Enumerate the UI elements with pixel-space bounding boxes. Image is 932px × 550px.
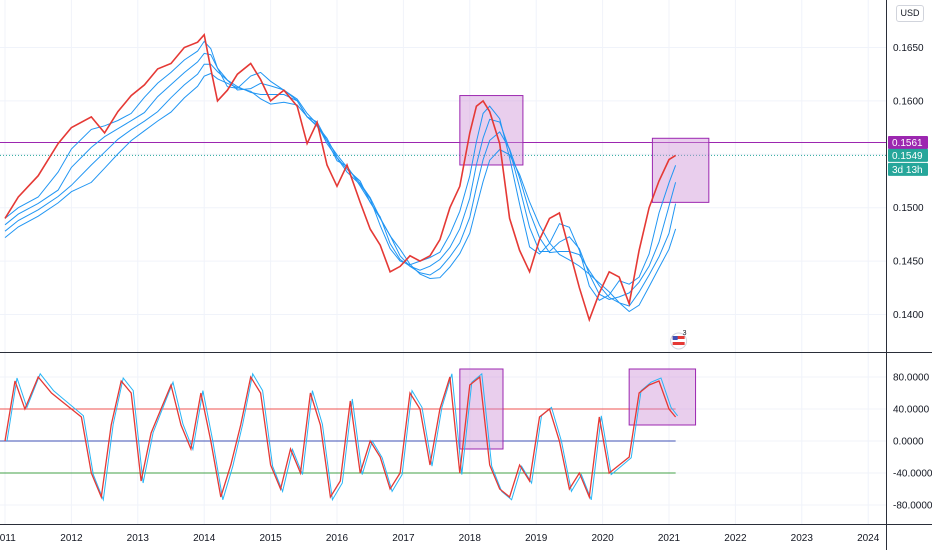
moving-average-line bbox=[5, 53, 676, 299]
time-tick-label: 2016 bbox=[326, 533, 349, 544]
price-tick-label: 0.1600 bbox=[893, 96, 924, 107]
flag-canton bbox=[673, 336, 678, 340]
highlight-rectangle[interactable] bbox=[460, 96, 523, 165]
price-tag-label: 0.1561 bbox=[892, 138, 923, 149]
time-tick-label: 2020 bbox=[591, 533, 614, 544]
time-tick-label: 2015 bbox=[259, 533, 282, 544]
oscillator-tick-label: -40.0000 bbox=[893, 469, 932, 480]
oscillator-pane[interactable] bbox=[0, 369, 696, 500]
oscillator-tick-label: 40.0000 bbox=[893, 405, 930, 416]
moving-average-line bbox=[5, 74, 676, 312]
price-tick-label: 0.1500 bbox=[893, 203, 924, 214]
price-tag-label: 3d 13h bbox=[892, 165, 923, 176]
time-axis[interactable]: 2011 2012 2013 2014 2015 2016 2017 2018 2019 2020… bbox=[0, 533, 880, 544]
price-line[interactable] bbox=[5, 35, 676, 320]
time-tick-label: 2017 bbox=[392, 533, 415, 544]
price-tick-label: 0.1400 bbox=[893, 310, 924, 321]
oscillator-tick-label: 80.0000 bbox=[893, 373, 930, 384]
time-tick-label: 2021 bbox=[658, 533, 681, 544]
price-tick-label: 0.1650 bbox=[893, 43, 924, 54]
event-count: 3 bbox=[683, 330, 687, 337]
price-tick-label: 0.1450 bbox=[893, 257, 924, 268]
time-tick-label: 2022 bbox=[724, 533, 747, 544]
oscillator-tick-label: -80.0000 bbox=[893, 501, 932, 512]
time-tick-label: 2024 bbox=[857, 533, 880, 544]
flag-stripe bbox=[673, 342, 685, 345]
time-tick-label: 2019 bbox=[525, 533, 548, 544]
time-tick-label: 2014 bbox=[193, 533, 216, 544]
price-pane[interactable] bbox=[0, 35, 886, 320]
time-tick-label: 2011 bbox=[0, 533, 16, 544]
oscillator-signal-line bbox=[7, 374, 678, 500]
time-tick-label: 2023 bbox=[791, 533, 814, 544]
price-tag-label: 0.1549 bbox=[892, 151, 923, 162]
time-tick-label: 2013 bbox=[127, 533, 150, 544]
price-scale[interactable]: 0.16500.16000.15500.15000.14500.140080.0… bbox=[888, 43, 932, 512]
highlight-rectangle[interactable] bbox=[652, 138, 708, 202]
currency-label[interactable]: USD bbox=[896, 5, 924, 22]
time-tick-label: 2012 bbox=[60, 533, 83, 544]
oscillator-tick-label: 0.0000 bbox=[893, 437, 924, 448]
event-badge[interactable]: 3 bbox=[671, 330, 687, 349]
time-tick-label: 2018 bbox=[459, 533, 482, 544]
